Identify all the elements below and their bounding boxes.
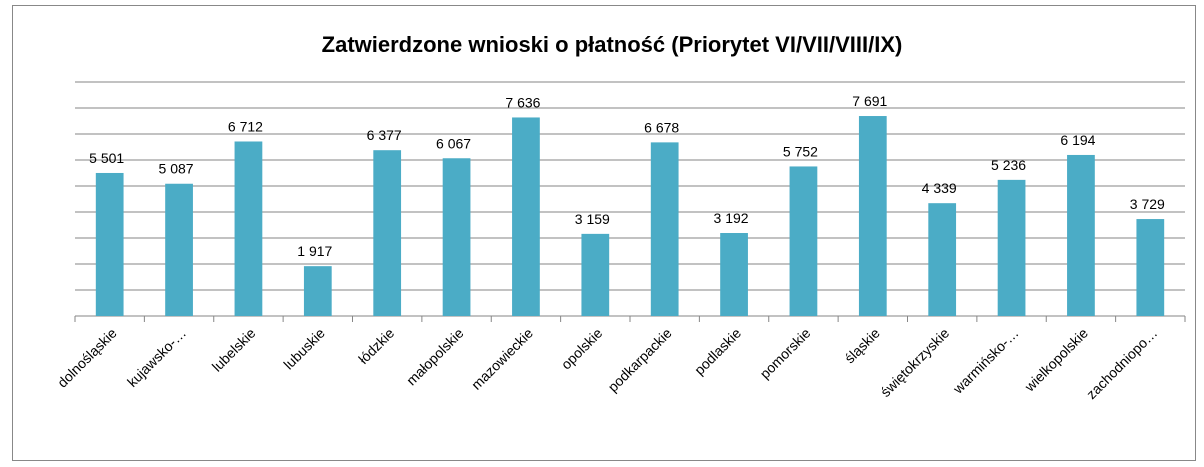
value-label: 6 678 — [644, 119, 679, 135]
bar — [234, 141, 263, 316]
value-label: 6 712 — [228, 118, 263, 134]
bar — [650, 142, 679, 316]
value-label: 5 752 — [783, 143, 818, 159]
value-label: 3 192 — [714, 210, 749, 226]
value-label: 5 087 — [159, 161, 194, 177]
bar — [720, 233, 748, 316]
value-label: 1 917 — [297, 243, 332, 259]
value-label: 6 194 — [1060, 132, 1095, 148]
bar — [997, 179, 1026, 316]
bar — [165, 183, 193, 316]
bar — [95, 172, 124, 316]
value-label: 4 339 — [922, 180, 957, 196]
bar — [373, 150, 402, 316]
bar — [1136, 219, 1165, 316]
bar — [789, 166, 818, 316]
bar — [858, 116, 887, 316]
value-label: 3 159 — [575, 211, 610, 227]
bar — [928, 203, 957, 316]
value-label: 7 691 — [852, 93, 887, 109]
value-label: 6 377 — [367, 127, 402, 143]
bar — [303, 266, 332, 316]
value-label: 6 067 — [436, 135, 471, 151]
value-label: 3 729 — [1130, 196, 1165, 212]
bar — [442, 158, 471, 316]
bar — [512, 117, 540, 317]
value-label: 5 501 — [89, 150, 124, 166]
value-label: 7 636 — [505, 94, 540, 110]
bar — [581, 233, 610, 316]
bar — [1067, 154, 1095, 316]
value-label: 5 236 — [991, 157, 1026, 173]
chart-title: Zatwierdzone wnioski o płatność (Prioryt… — [322, 32, 903, 57]
